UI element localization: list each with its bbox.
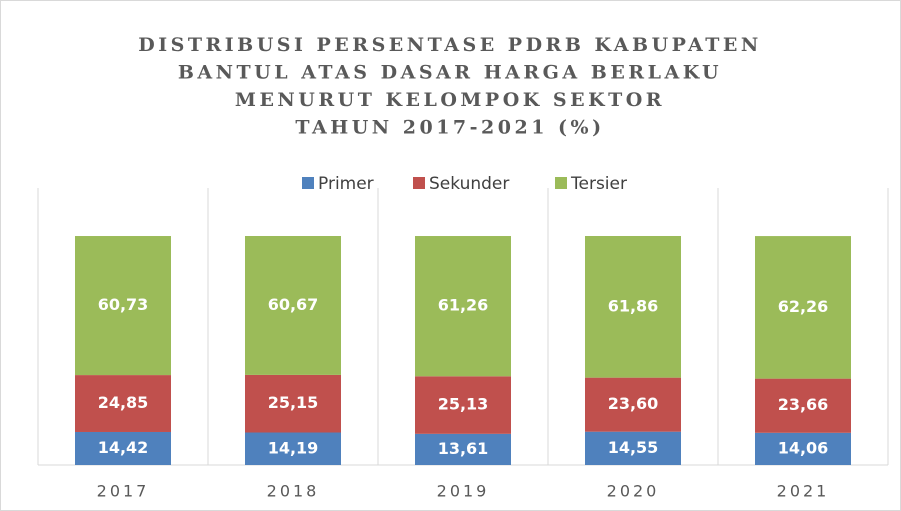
legend-label: Primer xyxy=(318,174,374,194)
bar-segment xyxy=(245,236,341,375)
data-label: 61,26 xyxy=(438,296,489,315)
bar-segment xyxy=(415,236,511,377)
data-label: 61,86 xyxy=(608,296,659,315)
data-label: 60,73 xyxy=(98,295,149,314)
legend-swatch xyxy=(555,177,567,189)
data-label: 14,06 xyxy=(778,438,829,457)
bar-segment xyxy=(755,378,851,433)
bar-segment xyxy=(415,433,511,465)
chart-title: BANTUL ATAS DASAR HARGA BERLAKU xyxy=(178,62,722,84)
data-label: 25,15 xyxy=(268,393,319,412)
data-label: 25,13 xyxy=(438,395,489,414)
x-tick-label: 2021 xyxy=(777,482,830,501)
data-label: 24,85 xyxy=(98,393,149,412)
data-label: 62,26 xyxy=(778,297,829,316)
bar-segment xyxy=(245,432,341,465)
chart-title: TAHUN 2017-2021 (%) xyxy=(295,117,604,139)
bar-segment xyxy=(75,375,171,432)
x-tick-label: 2020 xyxy=(607,482,660,501)
bar-segment xyxy=(585,431,681,465)
data-label: 13,61 xyxy=(438,439,489,458)
data-label: 14,42 xyxy=(98,438,149,457)
bar-segment xyxy=(415,376,511,434)
bar-segment xyxy=(585,377,681,432)
bar-segment xyxy=(75,236,171,376)
data-label: 23,60 xyxy=(608,394,659,413)
legend-swatch xyxy=(413,177,425,189)
bar-segment xyxy=(75,431,171,465)
x-tick-label: 2018 xyxy=(267,482,320,501)
legend-swatch xyxy=(302,177,314,189)
data-label: 14,19 xyxy=(268,438,319,457)
bar-segment xyxy=(585,236,681,378)
legend-label: Sekunder xyxy=(429,174,509,194)
x-tick-label: 2019 xyxy=(437,482,490,501)
bar-segment xyxy=(245,374,341,433)
legend-label: Tersier xyxy=(570,174,627,194)
bar-segment xyxy=(755,236,851,379)
chart-title: DISTRIBUSI PERSENTASE PDRB KABUPATEN xyxy=(138,34,761,56)
data-label: 60,67 xyxy=(268,295,319,314)
bar-segment xyxy=(755,432,851,465)
x-tick-label: 2017 xyxy=(97,482,150,501)
data-label: 14,55 xyxy=(608,438,659,457)
data-label: 23,66 xyxy=(778,395,829,414)
chart-title: MENURUT KELOMPOK SEKTOR xyxy=(235,89,665,111)
